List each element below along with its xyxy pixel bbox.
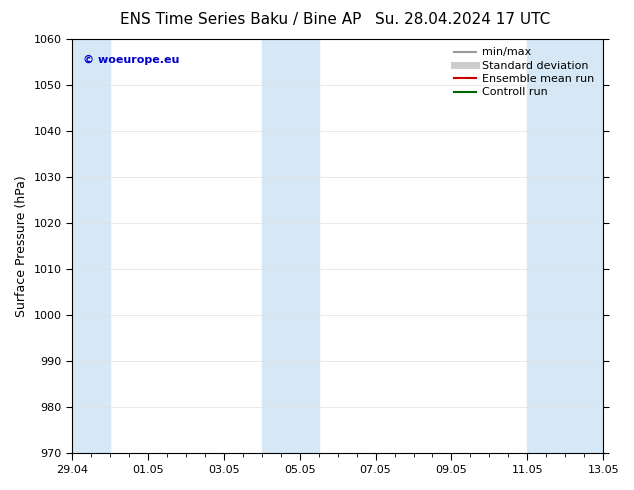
Bar [262, 39, 319, 453]
Bar [527, 39, 603, 453]
Text: © woeurope.eu: © woeurope.eu [82, 55, 179, 65]
Y-axis label: Surface Pressure (hPa): Surface Pressure (hPa) [15, 175, 28, 317]
Text: Su. 28.04.2024 17 UTC: Su. 28.04.2024 17 UTC [375, 12, 550, 27]
Legend: min/max, Standard deviation, Ensemble mean run, Controll run: min/max, Standard deviation, Ensemble me… [451, 44, 598, 101]
Text: ENS Time Series Baku / Bine AP: ENS Time Series Baku / Bine AP [120, 12, 361, 27]
Bar [72, 39, 110, 453]
